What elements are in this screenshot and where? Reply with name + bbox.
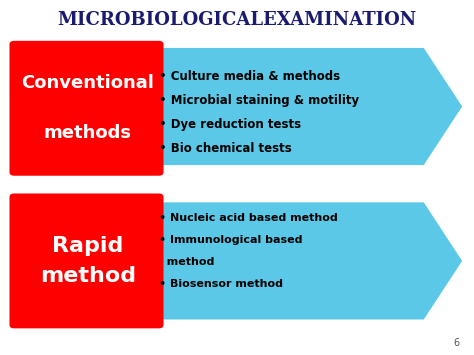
Text: method: method (159, 257, 214, 267)
FancyBboxPatch shape (9, 193, 164, 328)
Text: • Bio chemical tests: • Bio chemical tests (159, 142, 292, 155)
FancyBboxPatch shape (9, 41, 164, 176)
Text: • Culture media & methods: • Culture media & methods (159, 70, 340, 83)
Polygon shape (142, 202, 462, 320)
Text: Conventional

methods: Conventional methods (21, 74, 154, 142)
Text: • Microbial staining & motility: • Microbial staining & motility (159, 94, 359, 107)
Text: Rapid
method: Rapid method (40, 236, 136, 286)
Text: • Biosensor method: • Biosensor method (159, 279, 283, 289)
Text: 6: 6 (454, 338, 460, 348)
Text: • Nucleic acid based method: • Nucleic acid based method (159, 213, 337, 223)
Text: • Dye reduction tests: • Dye reduction tests (159, 118, 301, 131)
Text: • Immunological based: • Immunological based (159, 235, 302, 245)
Polygon shape (142, 48, 462, 165)
Text: MICROBIOLOGICALEXAMINATION: MICROBIOLOGICALEXAMINATION (57, 11, 417, 28)
